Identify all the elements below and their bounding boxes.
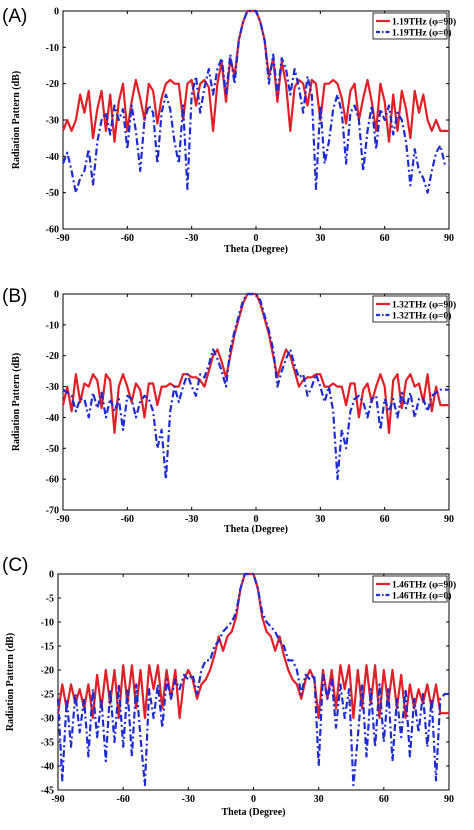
series-line-phi0	[56, 572, 449, 787]
x-tick-label: 0	[251, 794, 256, 805]
y-tick-label: -60	[46, 225, 59, 236]
y-tick-label: -50	[46, 444, 59, 455]
y-tick-label: -30	[41, 714, 54, 725]
panel-c: (C) -90 -60 -30 0 30 60 90 0 -5 -10 -15 -20 -25 -30 -3…	[0, 553, 474, 825]
x-axis-label: Theta (Degree)	[222, 807, 286, 818]
y-tick-label: -40	[46, 413, 59, 424]
y-tick-label: -10	[41, 618, 54, 629]
series-line-phi90	[61, 292, 449, 434]
chart-a: -90 -60 -30 0 30 60 900-10-20-30-40-50-60Theta…	[11, 7, 456, 256]
x-tick-label: -60	[121, 514, 134, 525]
x-tick-label: -30	[185, 514, 198, 525]
legend-box	[372, 12, 448, 40]
y-tick-label: -25	[41, 690, 54, 701]
legend-label: 1.46THz (φ=0)	[392, 591, 451, 602]
panel-label: (A)	[2, 6, 28, 27]
chart-c: -90 -60 -30 0 30 60 90 0 -5 -10 -15 -20 -25 -30 -35 -40…	[5, 570, 456, 819]
y-tick-label: 0	[54, 290, 59, 301]
y-tick-label: -40	[46, 152, 59, 163]
x-tick-label: -60	[116, 794, 129, 805]
y-axis-label: Radiation Pattern (dB)	[11, 71, 22, 169]
y-tick-label: -45	[41, 786, 54, 797]
y-tick-label: -35	[41, 738, 54, 749]
panel-label: (C)	[2, 555, 29, 576]
y-tick-label: -20	[46, 79, 59, 90]
panel-label: (B)	[2, 286, 28, 307]
y-tick-label: -30	[46, 116, 59, 127]
panel-b: (B) -90 -60 -30 0 30 60 90 0 -10 -20 -30 -40 -50 -60-…	[0, 280, 474, 550]
legend-label: 1.19THz (φ=0)	[392, 28, 451, 39]
x-axis-label: Theta (Degree)	[224, 524, 288, 535]
x-tick-label: 90	[444, 233, 454, 244]
x-tick-label: 30	[315, 233, 325, 244]
y-tick-label: -60	[46, 475, 59, 486]
x-tick-label: 60	[380, 233, 390, 244]
x-tick-label: 30	[315, 514, 325, 525]
legend-label: 1.32THz (φ=0)	[392, 311, 451, 322]
x-tick-label: 60	[379, 794, 389, 805]
x-tick-label: -90	[56, 233, 69, 244]
legend-label: 1.32THz (φ=90)	[392, 300, 456, 311]
y-tick-label: -30	[46, 382, 59, 393]
y-axis-label: Radiation Pattern (dB)	[11, 353, 22, 451]
legend-box	[372, 295, 448, 323]
x-tick-label: 0	[254, 233, 259, 244]
x-tick-label: 90	[444, 514, 454, 525]
y-tick-label: 0	[49, 570, 54, 581]
y-tick-label: -10	[46, 320, 59, 331]
x-tick-label: -90	[51, 794, 64, 805]
x-tick-label: -60	[121, 233, 134, 244]
x-tick-label: -30	[185, 233, 198, 244]
x-tick-label: 0	[254, 514, 259, 525]
legend-box	[372, 575, 448, 603]
x-tick-label: 60	[380, 514, 390, 525]
y-tick-label: -5	[46, 594, 54, 605]
y-tick-label: -70	[46, 506, 59, 517]
y-tick-label: -50	[46, 188, 59, 199]
y-tick-label: -20	[46, 351, 59, 362]
y-tick-label: 0	[54, 7, 59, 18]
chart-b: -90 -60 -30 0 30 60 90 0 -10 -20 -30 -40 -50 -60 -70 Th…	[11, 290, 456, 536]
legend-label: 1.19THz (φ=90)	[392, 17, 456, 28]
y-tick-label: -20	[41, 666, 54, 677]
y-tick-label: -15	[41, 642, 54, 653]
x-tick-label: 30	[314, 794, 324, 805]
x-tick-label: -30	[182, 794, 195, 805]
legend-label: 1.46THz (φ=90)	[392, 580, 456, 591]
panel-a: (A) -90 -60 -30 0 30 60 90 0 -10 -20 -30 -40 -50 -60 T…	[0, 0, 474, 275]
y-axis-label: Radiation Pattern (dB)	[5, 633, 16, 731]
y-tick-label: -40	[41, 762, 54, 773]
x-tick-label: 90	[444, 794, 454, 805]
series-line-phi0	[61, 9, 449, 194]
x-axis-label: Theta (Degree)	[224, 244, 288, 255]
x-tick-label: -90	[56, 514, 69, 525]
series-line-phi0	[62, 292, 449, 481]
y-tick-label: -10	[46, 43, 59, 54]
